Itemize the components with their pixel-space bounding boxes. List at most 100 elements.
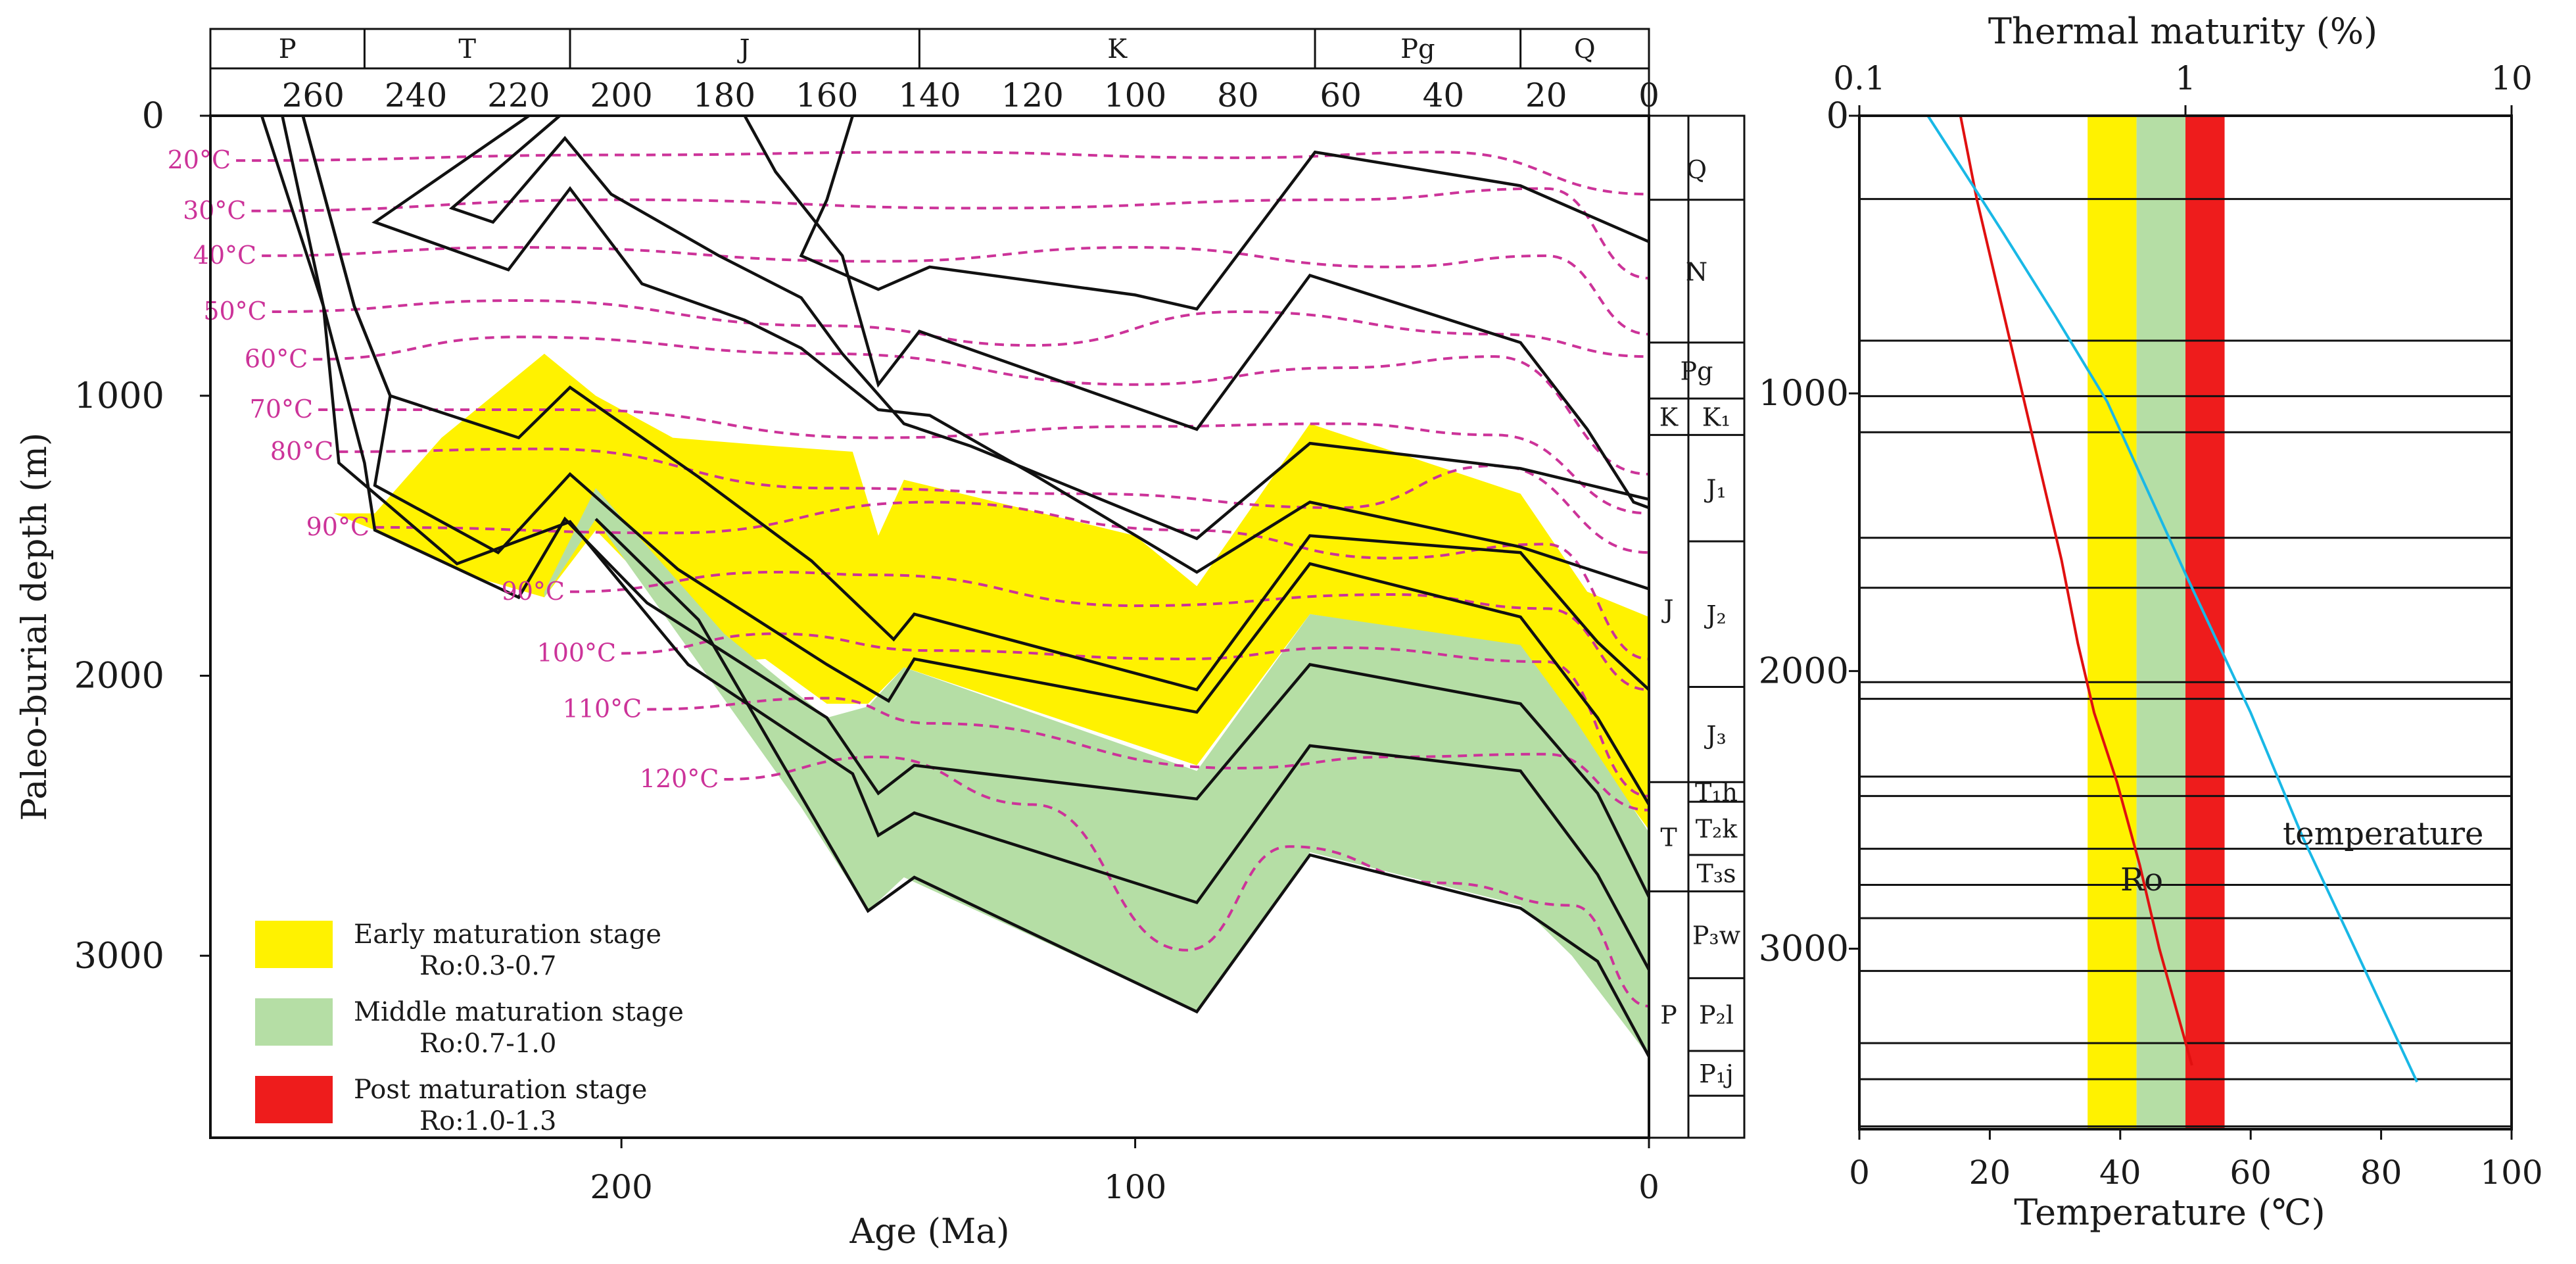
- thermal-maturity-title: Thermal maturity (%): [1988, 11, 2377, 52]
- isotherm-4: [313, 335, 1650, 475]
- system-T: T: [1660, 823, 1677, 852]
- top-age-tick-100: 100: [1104, 76, 1166, 114]
- period-T: T: [458, 34, 476, 64]
- temperature-axis-label: Temperature (℃): [2014, 1192, 2325, 1233]
- top-age-tick-60: 60: [1320, 76, 1362, 114]
- burial-history-chart: 20°C 30°C 40°C 50°C 60°C 70°C 80°C 90°C 90°C 100°…: [15, 28, 1746, 1252]
- period-Pg: Pg: [1400, 34, 1435, 64]
- isotherm-label-4: 60°C: [245, 344, 308, 373]
- burial-curve-7: [260, 115, 1650, 971]
- temperature-tick-60: 60: [2230, 1154, 2272, 1192]
- legend-swatch-0: [255, 921, 333, 968]
- system-K: K: [1659, 403, 1679, 432]
- top-age-tick-140: 140: [898, 76, 961, 114]
- period-K: K: [1107, 34, 1128, 64]
- burial-curve-5: [301, 115, 1650, 806]
- period-P: P: [279, 34, 297, 64]
- burial-curve-4: [301, 115, 1650, 692]
- isotherm-label-3: 50°C: [203, 297, 266, 326]
- maturity-tick-1: 1: [2175, 59, 2196, 97]
- strat-unit-0: Q: [1686, 155, 1707, 184]
- profile-depth-tick-3000: 3000: [1759, 928, 1849, 969]
- age-tick-200: 200: [590, 1168, 652, 1206]
- legend-name-0: Early maturation stage: [354, 919, 661, 950]
- isotherm-label-2: 40°C: [193, 241, 256, 270]
- top-age-axis-frame: [209, 67, 1650, 117]
- strat-unit-3: K₁: [1702, 403, 1731, 432]
- temperature-axis-ticks: 0 20 40 60 80 100: [1849, 1129, 2543, 1192]
- temperature-tick-0: 0: [1849, 1154, 1870, 1192]
- strat-unit-4: J₁: [1704, 474, 1726, 503]
- depth-tick-3000: 3000: [74, 935, 164, 976]
- top-age-tick-200: 200: [590, 76, 652, 114]
- maturity-band-2: [2185, 116, 2225, 1129]
- series-temperature: [1926, 114, 2419, 1083]
- isotherm-label-11: 120°C: [640, 764, 719, 793]
- isotherm-label-6: 80°C: [270, 437, 333, 466]
- series-Ro: [1959, 115, 2193, 1066]
- burial-curve-1: [371, 114, 1650, 591]
- profile-depth-tick-0: 0: [1826, 95, 1849, 136]
- temperature-tick-80: 80: [2360, 1154, 2402, 1192]
- age-axis-ticks: 200 100 0: [590, 1138, 1659, 1206]
- burial-curve-8: [594, 518, 1650, 1057]
- depth-tick-2000: 2000: [74, 655, 164, 696]
- depth-tick-1000: 1000: [74, 375, 164, 416]
- isotherm-label-8: 90°C: [502, 577, 565, 606]
- top-age-tick-80: 80: [1217, 76, 1259, 114]
- stratigraphic-column: Q N Pg K₁ J₁ J₂ J₃ T₁h T₂k T₃s P₃w P₂l P₁j K J T P: [1648, 114, 1746, 1139]
- profile-depth-tick-2000: 2000: [1759, 650, 1849, 691]
- maturity-axis-ticks: 0.1 1 10: [1833, 59, 2533, 116]
- maturity-tick-10: 10: [2491, 59, 2533, 97]
- legend-range-1: Ro:0.7-1.0: [419, 1029, 556, 1059]
- legend-name-2: Post maturation stage: [354, 1075, 647, 1105]
- isotherm-0: [236, 151, 1650, 196]
- burial-curve-2: [799, 115, 1650, 311]
- isotherm-label-1: 30°C: [183, 196, 246, 225]
- legend-range-2: Ro:1.0-1.3: [419, 1106, 556, 1136]
- period-J: J: [737, 34, 750, 64]
- isotherm-label-9: 100°C: [537, 638, 617, 667]
- stage-fill-1: [544, 488, 1649, 1057]
- profile-series: [1926, 114, 2419, 1083]
- isotherm-7: [375, 500, 1650, 660]
- isotherm-1: [251, 187, 1650, 280]
- thermal-maturity-chart: Thermal maturity (%) 0.1 1 10 0 20 40 60 80 100…: [1759, 11, 2543, 1233]
- top-age-tick-20: 20: [1525, 76, 1567, 114]
- strat-unit-8: T₂k: [1696, 815, 1738, 844]
- strat-unit-7: T₁h: [1695, 778, 1738, 807]
- maturation-stage-fills: [333, 353, 1649, 1057]
- strat-unit-2: Pg: [1681, 356, 1713, 385]
- strat-unit-5: J₂: [1704, 600, 1726, 629]
- top-age-tick-220: 220: [487, 76, 550, 114]
- maturity-tick-0.1: 0.1: [1833, 59, 1886, 97]
- isotherm-10: [647, 696, 1650, 812]
- strat-column-frame: [1648, 114, 1746, 1139]
- isotherm-2: [262, 246, 1650, 336]
- top-age-tick-260: 260: [282, 76, 345, 114]
- isotherm-label-7: 90°C: [306, 512, 370, 541]
- legend-swatch-1: [255, 998, 333, 1046]
- top-age-tick-120: 120: [1001, 76, 1064, 114]
- isotherm-11: [724, 755, 1650, 1008]
- burial-curves: [260, 114, 1651, 1057]
- strat-unit-10: P₃w: [1692, 921, 1741, 950]
- top-age-tick-180: 180: [693, 76, 755, 114]
- isotherm-label-5: 70°C: [250, 395, 313, 424]
- burial-curve-0: [448, 114, 1650, 541]
- system-P: P: [1660, 1001, 1677, 1030]
- period-bar: P T J K Pg Q: [209, 28, 1650, 117]
- period-Q: Q: [1574, 34, 1596, 64]
- age-tick-100: 100: [1104, 1168, 1166, 1206]
- depth-tick-0: 0: [142, 95, 164, 136]
- ro-annotation: Ro: [2120, 862, 2163, 898]
- temperature-tick-100: 100: [2480, 1154, 2542, 1192]
- strat-unit-12: P₁j: [1699, 1059, 1734, 1088]
- maturity-band-1: [2136, 116, 2185, 1129]
- strat-unit-6: J₃: [1704, 721, 1726, 750]
- burial-curve-3: [743, 114, 1650, 510]
- isotherm-label-0: 20°C: [168, 145, 231, 174]
- top-age-tick-40: 40: [1423, 76, 1465, 114]
- top-age-ticks: 260 240 220 200 180 160 140 120 100 80 60 40 20 0: [282, 76, 1659, 114]
